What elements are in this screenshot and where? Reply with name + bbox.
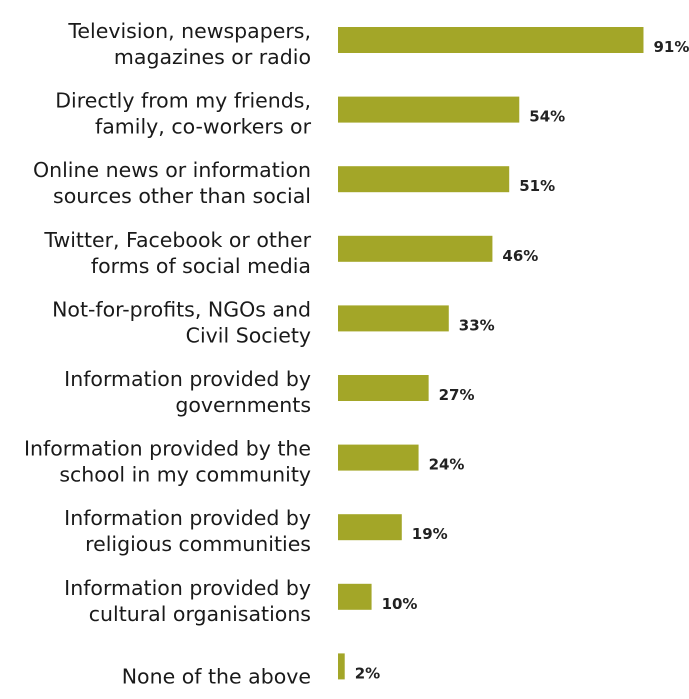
bar-4 bbox=[338, 305, 449, 332]
value-label-6: 24% bbox=[429, 456, 465, 474]
value-label-3: 46% bbox=[502, 247, 538, 265]
value-label-7: 19% bbox=[412, 525, 448, 543]
bar-2 bbox=[338, 166, 510, 193]
value-label-5: 27% bbox=[439, 386, 475, 404]
category-label-7-line-1: religious communities bbox=[85, 532, 311, 556]
bar-8 bbox=[338, 583, 372, 610]
category-label-6-line-0: Information provided by the bbox=[24, 437, 311, 461]
category-label-0-line-0: Television, newspapers, bbox=[67, 19, 311, 43]
value-label-8: 10% bbox=[382, 595, 418, 613]
value-label-1: 54% bbox=[529, 108, 565, 126]
category-label-5-line-0: Information provided by bbox=[64, 367, 311, 391]
value-label-2: 51% bbox=[519, 177, 555, 195]
value-labels: 91% 54% 51% 46% 33% 27% 24% 19% 10% 2% bbox=[355, 38, 689, 682]
bar-5 bbox=[338, 375, 429, 401]
category-label-5-line-1: governments bbox=[175, 393, 311, 417]
bar-1 bbox=[338, 96, 520, 123]
bar-3 bbox=[338, 235, 493, 262]
value-label-0: 91% bbox=[653, 38, 689, 56]
bar-6 bbox=[338, 444, 419, 471]
bar-7 bbox=[338, 514, 402, 541]
category-label-9-line-0: None of the above bbox=[122, 664, 311, 688]
category-labels: Television, newspapers,magazines or radi… bbox=[24, 19, 312, 688]
category-label-1-line-1: family, co-workers or bbox=[95, 115, 312, 139]
category-label-8-line-0: Information provided by bbox=[64, 576, 311, 600]
category-label-3-line-1: forms of social media bbox=[91, 254, 311, 278]
bar-0 bbox=[338, 27, 644, 53]
category-label-4-line-1: Civil Society bbox=[186, 323, 311, 347]
category-label-3-line-0: Twitter, Facebook or other bbox=[43, 228, 311, 252]
category-label-4-line-0: Not-for-profits, NGOs and bbox=[52, 297, 311, 321]
bars bbox=[338, 27, 644, 680]
category-label-2-line-0: Online news or information bbox=[33, 158, 311, 182]
category-label-1-line-0: Directly from my friends, bbox=[55, 89, 311, 113]
category-label-2-line-1: sources other than social bbox=[53, 184, 311, 208]
value-label-9: 2% bbox=[355, 664, 380, 682]
category-label-8-line-1: cultural organisations bbox=[89, 602, 311, 626]
category-label-0-line-1: magazines or radio bbox=[114, 45, 311, 69]
value-label-4: 33% bbox=[459, 316, 495, 334]
bar-9 bbox=[338, 653, 345, 680]
category-label-7-line-0: Information provided by bbox=[64, 506, 311, 530]
category-label-6-line-1: school in my community bbox=[59, 463, 311, 487]
